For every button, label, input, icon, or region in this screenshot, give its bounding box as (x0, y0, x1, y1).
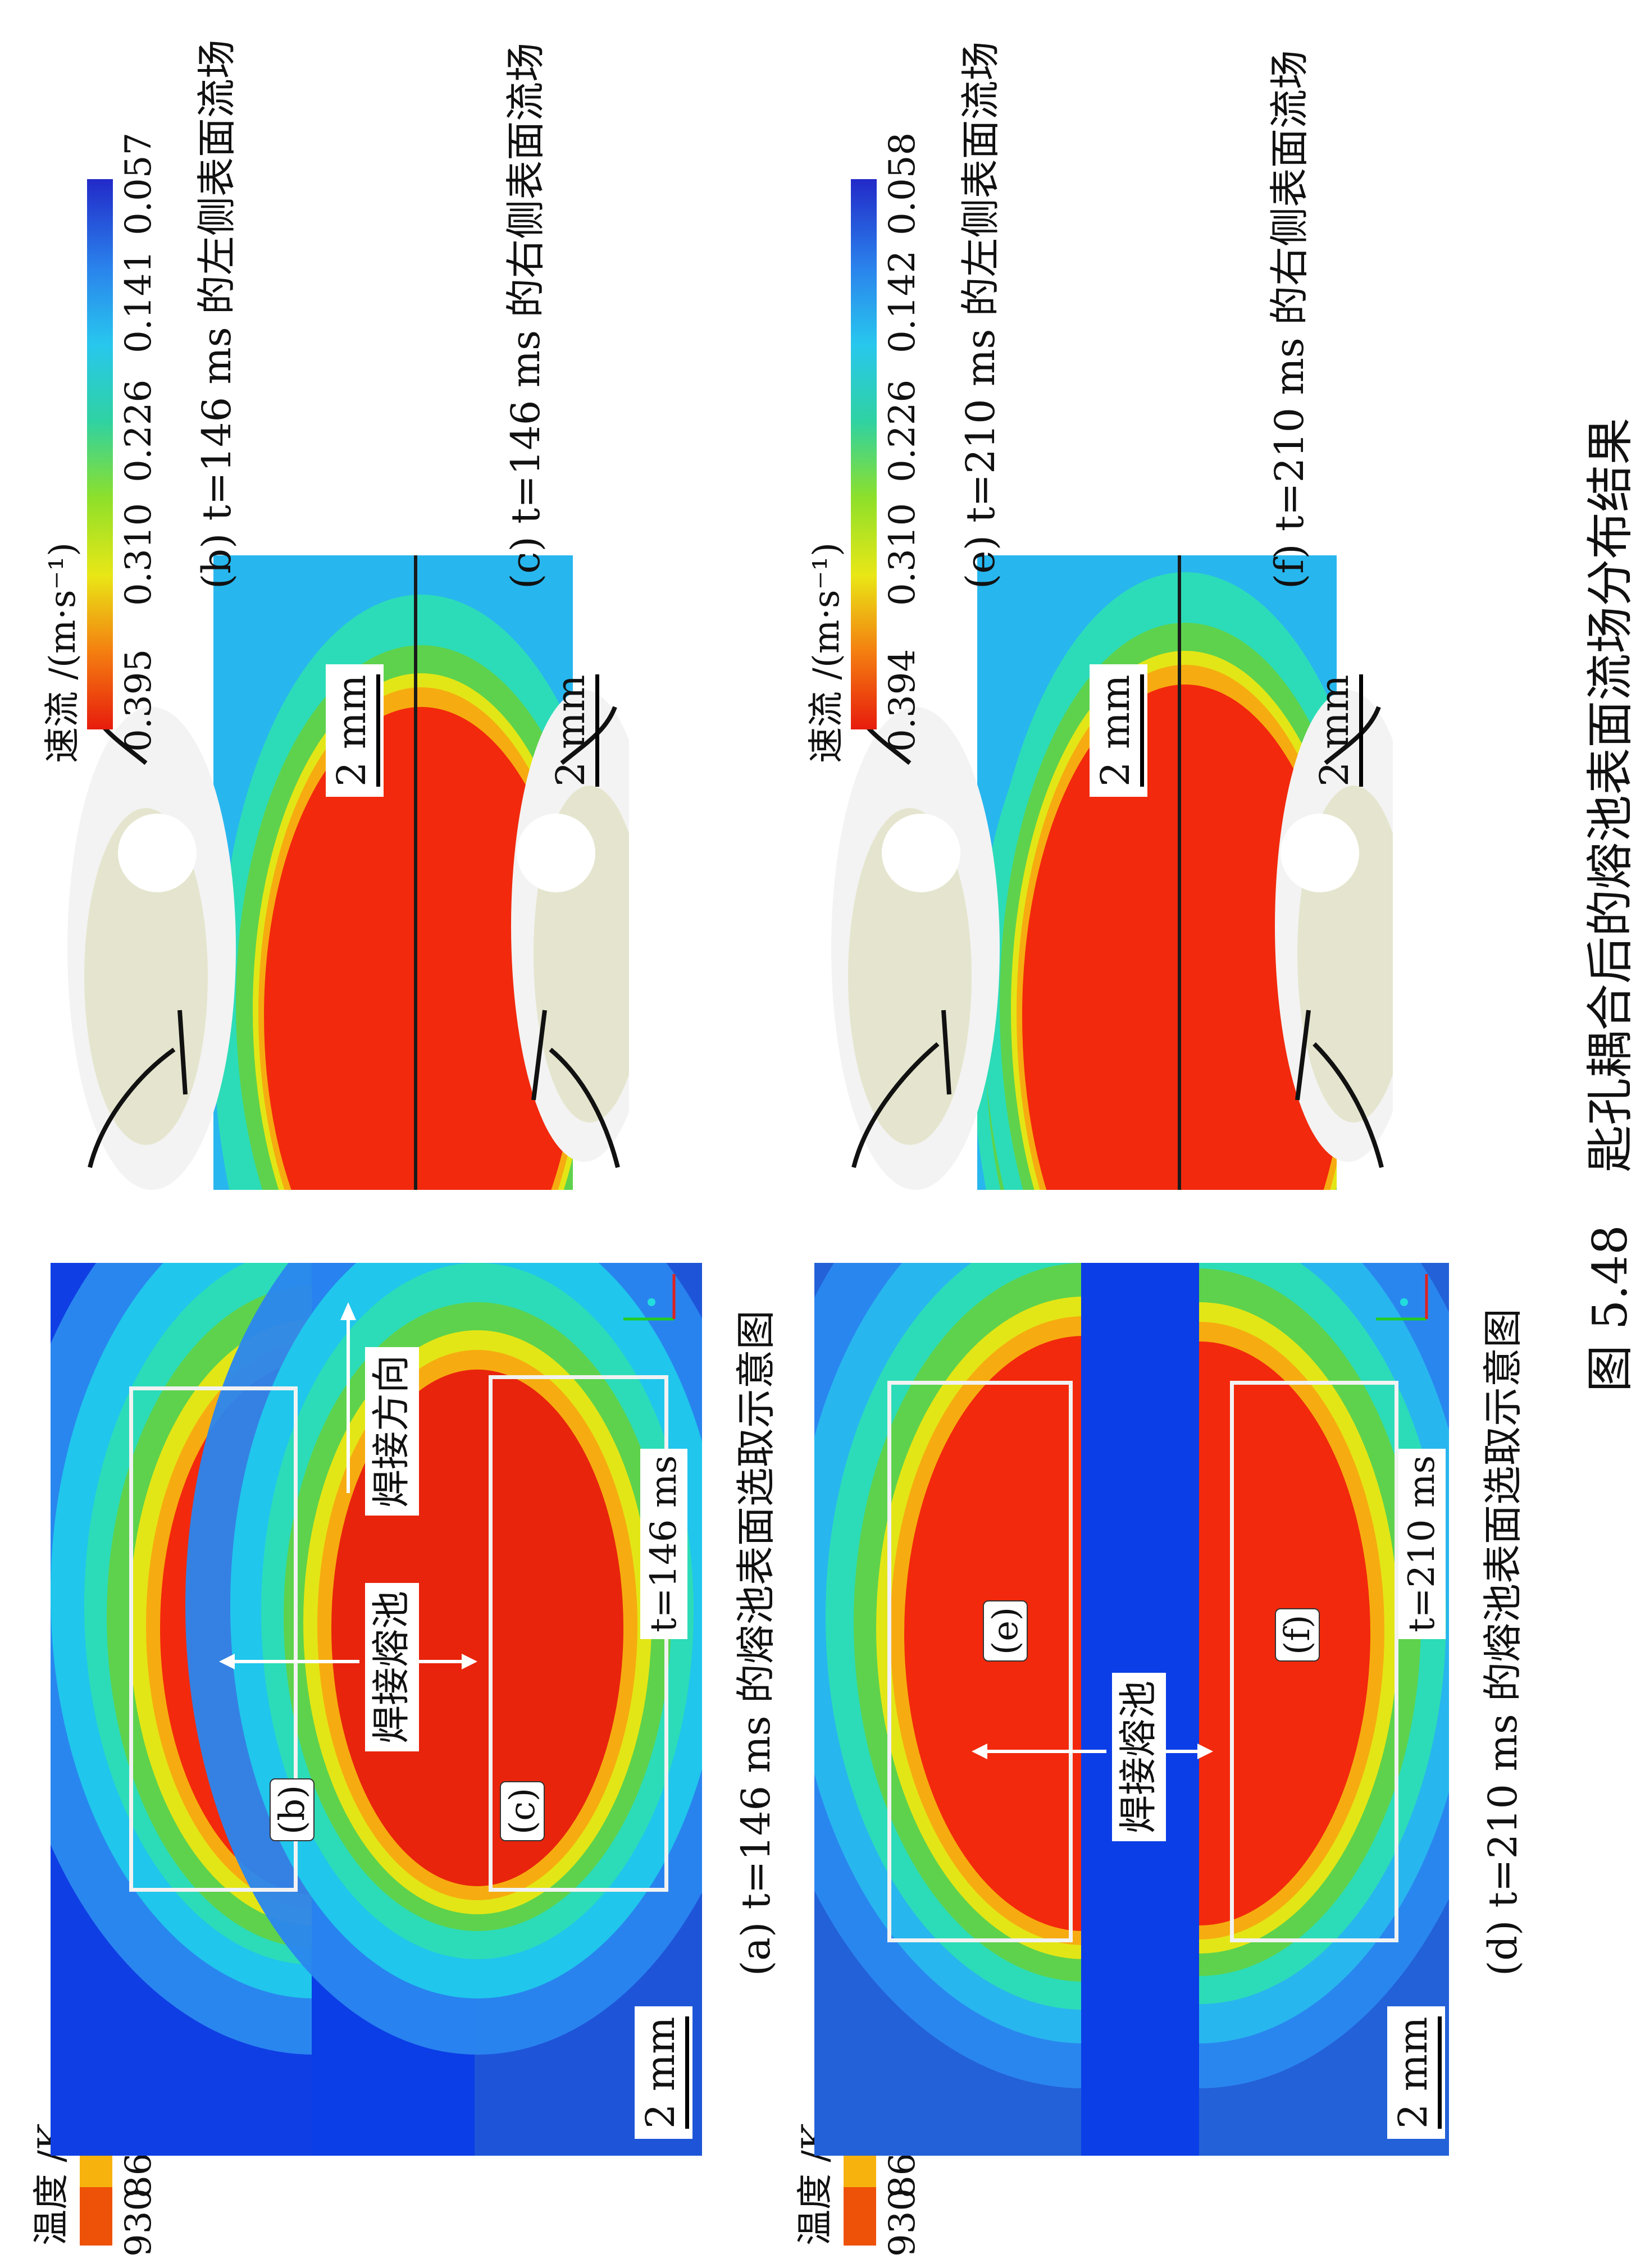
scale-bar-d-label: 2 mm (1390, 2016, 1436, 2129)
tag-f: (f) (1275, 1608, 1320, 1662)
scale-bar-a-label: 2 mm (637, 2016, 683, 2129)
velocity-gradient-bar-bottom (851, 179, 877, 729)
figure-caption: 图 5.48 匙孔耦合后的熔池表面流场分布结果 (1573, 418, 1641, 1392)
caption-d: (d) t=210 ms 的熔池表面选取示意图 (1480, 1308, 1526, 1976)
caption-b: (b) t=146 ms 的左侧表面流场 (194, 39, 240, 589)
axis-triad-icon (623, 1274, 676, 1321)
caption-a: (a) t=146 ms 的熔池表面选取示意图 (733, 1310, 779, 1976)
velocity-top-tick-2: 0.226 (118, 379, 160, 482)
temperature-tick-label: 930 (882, 2188, 923, 2257)
velocity-bottom-tick-3: 0.142 (882, 250, 923, 353)
time-label-d-text: t=210 ms (1401, 1455, 1443, 1632)
velocity-colorbar-top: 速流 /(m·s⁻¹) 0.395 0.310 0.226 0.141 0.05… (34, 133, 651, 774)
scale-bar-d-line (1438, 2016, 1442, 2129)
scale-bar-d: 2 mm (1387, 2006, 1445, 2139)
temperature-tick-label: 930 (118, 2188, 160, 2257)
velocity-colorbar-bottom-title: 速流 /(m·s⁻¹) (806, 542, 847, 763)
tag-b: (b) (270, 1778, 315, 1841)
time-label-a-text: t=146 ms (643, 1455, 685, 1632)
velocity-bottom-tick-2: 0.226 (882, 379, 923, 482)
velocity-colorbar-bottom: 速流 /(m·s⁻¹) 0.394 0.310 0.226 0.142 0.05… (798, 133, 1415, 774)
weld-direction-label: 焊接方向 (365, 1347, 419, 1516)
velocity-bottom-tick-1: 0.310 (882, 503, 923, 606)
caption-f: (f) t=210 ms 的右侧表面流场 (1266, 50, 1313, 589)
weld-pool-arrows (219, 1654, 477, 1669)
tag-c: (c) (500, 1781, 545, 1841)
axis-triad-icon (1376, 1274, 1428, 1321)
figure-number: 图 5.48 (1583, 1225, 1638, 1392)
velocity-top-tick-1: 0.310 (118, 503, 160, 606)
caption-e: (e) t=210 ms 的左侧表面流场 (958, 41, 1004, 590)
selection-box-f (1230, 1381, 1398, 1942)
panel-d-simulation: (e) (f) 焊接熔池 t=210 ms 2 mm (814, 1263, 1449, 2156)
panel-d-lower-field (1199, 1263, 1449, 2156)
flow-field-top (67, 555, 629, 1190)
flow-panel-bottom: 2 mm 2 mm (831, 555, 1393, 1190)
flow-panel-top: 2 mm 2 mm (67, 555, 629, 1190)
weld-direction-arrow (340, 1302, 356, 1493)
weld-pool-arrows (972, 1744, 1213, 1759)
velocity-gradient-bar-top (87, 179, 113, 729)
temperature-color-segment (80, 2187, 112, 2246)
scale-bar-a-line (685, 2016, 689, 2129)
caption-c: (c) t=146 ms 的右侧表面流场 (503, 42, 549, 589)
time-label-a: t=146 ms (640, 1448, 687, 1639)
velocity-colorbar-top-title: 速流 /(m·s⁻¹) (42, 542, 84, 763)
flow-field-bottom (831, 555, 1393, 1190)
velocity-bottom-tick-0: 0.394 (882, 649, 923, 752)
panel-a-temperature-field (51, 1263, 702, 2156)
velocity-bottom-tick-4: 0.058 (882, 132, 923, 235)
time-label-d: t=210 ms (1398, 1448, 1446, 1639)
temperature-color-segment (844, 2187, 876, 2246)
velocity-top-tick-4: 0.057 (118, 132, 160, 235)
selection-box-e (887, 1381, 1073, 1942)
scale-bar-a: 2 mm (635, 2006, 692, 2139)
velocity-top-tick-0: 0.395 (118, 649, 160, 752)
tag-e: (e) (983, 1600, 1028, 1662)
panel-a-simulation: (b) (c) 焊接熔池 焊接方向 t=146 ms 2 mm (51, 1263, 702, 2156)
figure-caption-text: 匙孔耦合后的熔池表面流场分布结果 (1583, 417, 1638, 1172)
velocity-top-tick-3: 0.141 (118, 250, 160, 353)
